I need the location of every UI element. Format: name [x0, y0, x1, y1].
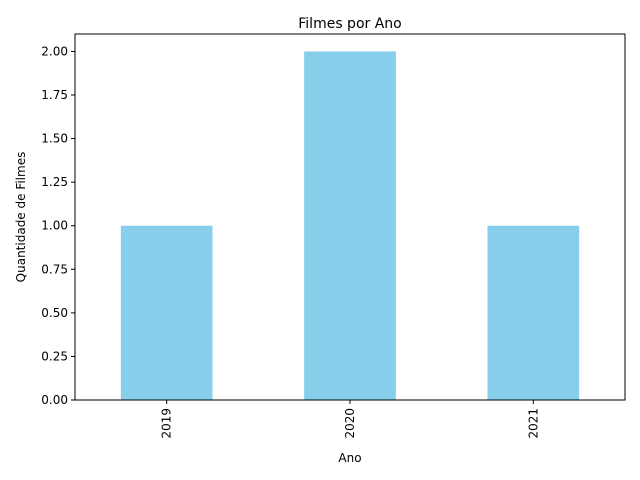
- y-tick-label: 0.00: [41, 393, 68, 407]
- plot-frame: [74, 33, 626, 401]
- y-axis-ticks: 0.00 0.25 0.50 0.75 1.00 1.25 1.50 1.75 2.00: [41, 44, 75, 407]
- y-tick-label: 0.50: [41, 306, 68, 320]
- chart-title: Filmes por Ano: [298, 16, 401, 32]
- x-axis-label: Ano: [338, 451, 361, 465]
- y-tick-label: 1.50: [41, 132, 68, 146]
- x-tick-label: 2020: [343, 408, 357, 439]
- x-axis-ticks: 2019 2020 2021: [160, 400, 540, 439]
- x-tick-label: 2021: [526, 408, 540, 439]
- bar-2019: [120, 225, 213, 400]
- y-axis-label: Quantidade de Filmes: [14, 152, 28, 283]
- y-tick-label: 2.00: [41, 44, 68, 58]
- y-tick-label: 1.75: [41, 88, 68, 102]
- y-tick-label: 1.00: [41, 219, 68, 233]
- y-tick-label: 0.25: [41, 349, 68, 363]
- bar-2020: [304, 51, 396, 401]
- bar-2021: [487, 225, 580, 400]
- y-tick-label: 1.25: [41, 175, 68, 189]
- y-tick-label: 0.75: [41, 262, 68, 276]
- x-tick-label: 2019: [160, 408, 174, 439]
- bars-group: [120, 51, 580, 401]
